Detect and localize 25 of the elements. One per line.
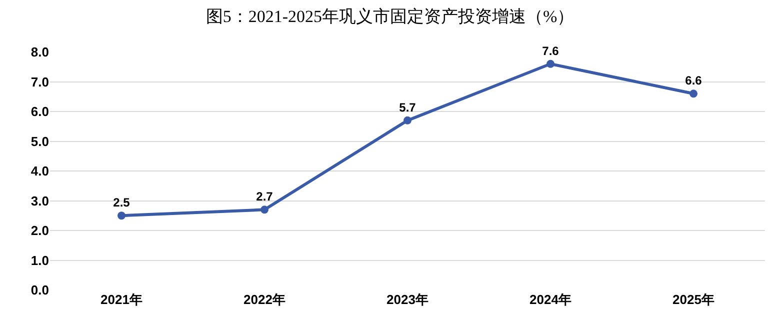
y-tick-label: 3.0	[30, 193, 49, 208]
data-label: 5.7	[399, 100, 416, 114]
y-tick-label: 0.0	[30, 282, 49, 298]
x-tick-label: 2024年	[530, 292, 572, 307]
data-label: 7.6	[542, 44, 560, 58]
x-tick-label: 2022年	[244, 292, 286, 307]
point	[546, 60, 554, 68]
y-tick-label: 8.0	[30, 44, 49, 60]
data-label: 2.7	[256, 190, 274, 204]
data-label: 6.6	[685, 74, 702, 88]
chart-title: 图5：2021-2025年巩义市固定资产投资增速（%）	[206, 6, 574, 26]
x-tick-label: 2025年	[672, 292, 714, 307]
point	[404, 116, 412, 124]
point	[690, 90, 698, 98]
x-tick-label: 2021年	[100, 292, 142, 307]
point	[260, 206, 268, 214]
y-tick-label: 7.0	[30, 74, 49, 90]
y-tick-label: 5.0	[30, 134, 49, 149]
x-tick-label: 2023年	[386, 292, 428, 307]
data-label: 2.5	[113, 196, 130, 210]
point	[118, 212, 126, 220]
y-tick-label: 1.0	[30, 252, 49, 268]
y-tick-label: 2.0	[30, 223, 49, 238]
y-tick-label: 6.0	[30, 104, 49, 120]
y-tick-label: 4.0	[30, 164, 49, 179]
